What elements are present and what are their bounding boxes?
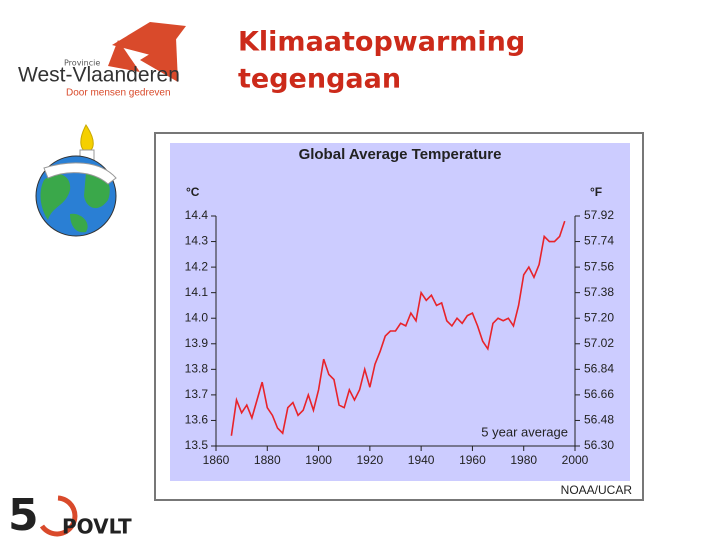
y-tick-label: 13.6	[185, 413, 209, 427]
y-tick-label: 13.9	[185, 336, 209, 350]
y-tick-label: 14.3	[185, 234, 209, 248]
x-tick-label: 1940	[408, 453, 435, 467]
source: NOAA/UCAR	[561, 483, 633, 497]
y2-tick-label: 57.02	[584, 336, 614, 350]
slide-title: Klimaatopwarming	[238, 27, 525, 58]
y2-tick-label: 57.56	[584, 259, 614, 273]
y-tick-label: 14.2	[185, 259, 209, 273]
chart: Global Average Temperature °C °F 13.5 13.6 13…	[185, 146, 633, 497]
annotation: 5 year average	[481, 424, 568, 439]
y2-axis-label: °F	[590, 185, 602, 199]
y2-tick-label: 56.84	[584, 362, 614, 376]
slide-title: tegengaan	[238, 64, 401, 95]
x-tick-label: 1960	[459, 453, 486, 467]
province-logo: Provincie West-Vlaanderen Door mensen ge…	[18, 22, 186, 99]
y2-tick-label: 56.66	[584, 387, 614, 401]
logo-tagline: Door mensen gedreven	[66, 88, 171, 99]
logo-name: West-Vlaanderen	[18, 64, 180, 87]
y2-tick-label: 57.20	[584, 310, 614, 324]
y-tick-label: 13.8	[185, 362, 209, 376]
y-tick-label: 13.5	[185, 438, 209, 452]
x-tick-label: 1860	[203, 453, 230, 467]
logo-small: Provincie	[64, 59, 100, 68]
chart-title: Global Average Temperature	[299, 146, 502, 163]
y2-tick-label: 56.30	[584, 438, 614, 452]
x-tick-label: 1920	[357, 453, 384, 467]
y2-tick-label: 57.38	[584, 285, 614, 299]
footer-ring	[39, 495, 78, 537]
y-tick-label: 14.0	[185, 310, 209, 324]
x-tick-label: 1880	[254, 453, 281, 467]
y-tick-label: 14.4	[185, 208, 209, 222]
plot-background	[170, 143, 630, 481]
y2-tick-label: 56.48	[584, 413, 614, 427]
y-axis-label: °C	[186, 185, 200, 199]
footer-digit: 5	[8, 490, 39, 540]
y-tick-label: 14.1	[185, 285, 209, 299]
x-tick-label: 1900	[305, 453, 332, 467]
footer-text: POVLT	[62, 515, 132, 539]
data-line	[230, 220, 566, 436]
globe-icon	[35, 124, 117, 237]
y2-tick-label: 57.74	[584, 234, 614, 248]
x-tick-label: 2000	[562, 453, 589, 467]
x-tick-label: 1980	[510, 453, 537, 467]
y2-tick-label: 57.92	[584, 208, 614, 222]
y-tick-label: 13.7	[185, 387, 209, 401]
